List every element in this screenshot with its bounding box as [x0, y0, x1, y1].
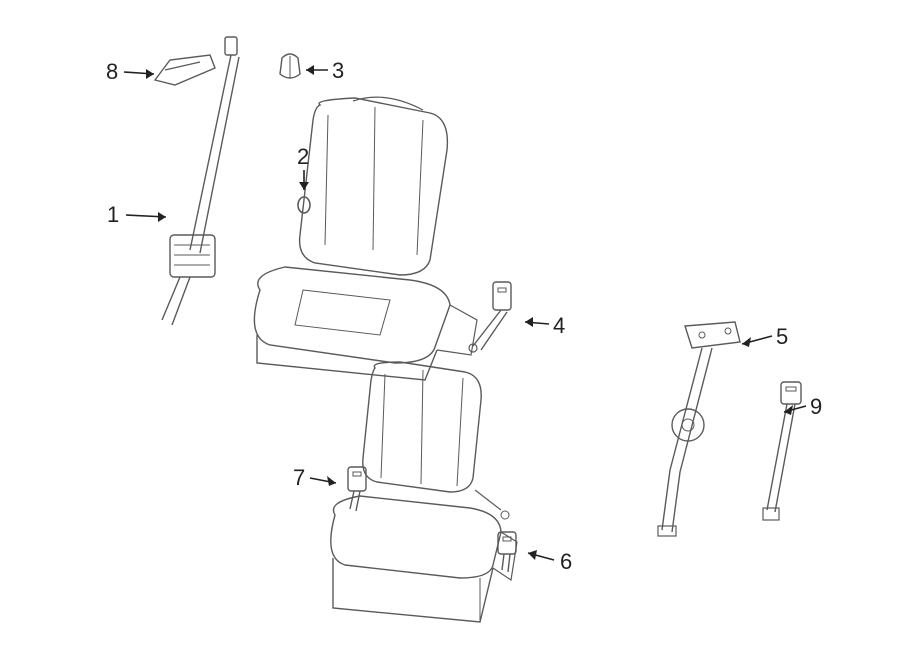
- callout-label-9: 9: [810, 396, 822, 418]
- callout-label-5: 5: [776, 326, 788, 348]
- callout-label-8: 8: [106, 61, 118, 83]
- callout-label-7: 7: [293, 467, 305, 489]
- callout-label-3: 3: [332, 60, 344, 82]
- part-3-anchor-cover: [276, 52, 304, 82]
- callout-label-6: 6: [560, 551, 572, 573]
- part-4-buckle: [455, 280, 525, 355]
- part-6-buckle: [490, 530, 525, 575]
- callout-label-1: 1: [107, 204, 119, 226]
- callout-label-4: 4: [553, 315, 565, 337]
- jump-seat: [305, 360, 530, 630]
- part-7-buckle: [340, 465, 375, 515]
- callout-label-2: 2: [297, 146, 309, 168]
- part-9-latch: [755, 380, 810, 525]
- diagram-canvas: 1 2 3 4 5 6 7 8 9: [0, 0, 900, 661]
- part-5-retractor: [640, 320, 750, 540]
